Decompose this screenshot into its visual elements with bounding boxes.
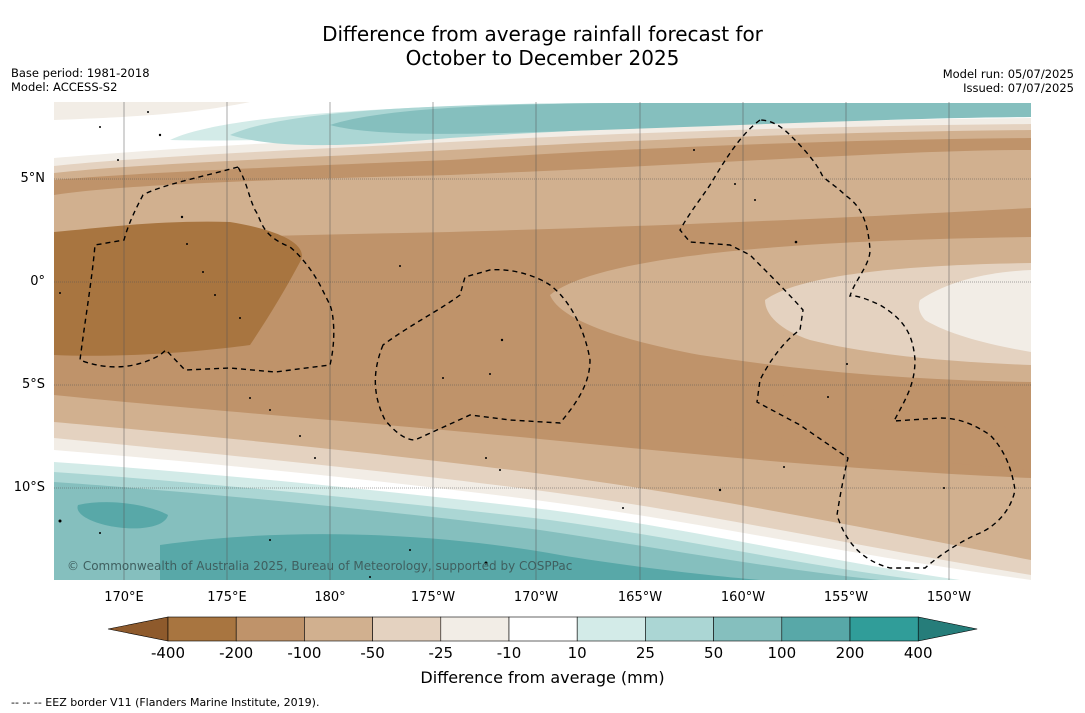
colorbar-tick-9: 100 [767,644,797,662]
band-south-moderate-east [700,380,1031,470]
colorbar-extend-low [107,616,169,642]
colorbar-swatch-9 [781,616,851,642]
lat-label-5s: 5°S [21,377,45,392]
colorbar-tick-2: -100 [287,644,322,662]
colorbar-tick-8: 50 [704,644,724,662]
islands [58,111,945,578]
colorbar-tick-6: 10 [567,644,587,662]
colorbar-swatch-0 [167,616,237,642]
lon-label-150w: 150°W [926,590,972,605]
colorbar-swatch-2 [304,616,373,642]
title-line-2: October to December 2025 [405,46,680,70]
issued-date: Issued: 07/07/2025 [963,81,1074,95]
lon-label-165w: 165°W [617,590,663,605]
colorbar-swatch-6 [576,616,646,642]
graticule [54,102,1031,580]
colorbar-swatch-5 [508,616,578,642]
colorbar-tick-4: -25 [428,644,454,662]
band-south-green-4 [160,534,760,580]
tongue-east-cream [918,270,1031,352]
lon-label-160w: 160°W [720,590,766,605]
map-plot-area [54,102,1031,580]
lat-label-10s: 10°S [13,480,45,495]
colorbar-swatch-3 [372,616,442,642]
lon-label-175e: 175°E [207,590,247,605]
meta-right: Model run: 05/07/2025 Issued: 07/07/2025 [943,67,1074,95]
colorbar-label: Difference from average (mm) [420,668,665,687]
lat-label-5n: 5°N [20,171,46,186]
lon-label-170w: 170°W [513,590,559,605]
colorbar [107,616,978,642]
lat-label-0: 0° [30,274,45,289]
colorbar-tick-11: 400 [903,644,933,662]
map-title: Difference from average rainfall forecas… [0,22,1085,70]
lon-label-170e: 170°E [104,590,144,605]
core-dry-west [54,221,302,356]
colorbar-swatch-10 [849,616,919,642]
lon-label-180: 180° [314,590,346,605]
colorbar-swatch-1 [235,616,305,642]
title-line-1: Difference from average rainfall forecas… [322,22,763,46]
band-north-green-3 [330,103,1031,134]
colorbar-tick-7: 25 [635,644,655,662]
model-run: Model run: 05/07/2025 [942,67,1074,81]
copyright-notice: © Commonwealth of Australia 2025, Bureau… [67,559,573,573]
lon-label-155w: 155°W [823,590,869,605]
eez-footnote: -- -- -- EEZ border V11 (Flanders Marine… [11,696,320,709]
colorbar-tick-5: -10 [496,644,522,662]
base-period: Base period: 1981-2018 [11,66,150,80]
top-left-cream [54,102,250,120]
colorbar-tick-3: -50 [360,644,385,662]
model-name: Model: ACCESS-S2 [11,80,118,94]
eez-borders [79,119,1016,569]
colorbar-swatch-4 [440,616,510,642]
colorbar-swatch-7 [645,616,714,642]
colorbar-tick-0: -400 [150,644,186,662]
colorbar-tick-1: -200 [219,644,254,662]
patch-south-west [77,502,168,529]
colorbar-extend-high [917,616,978,642]
lon-label-175w: 175°W [410,590,456,605]
colorbar-tick-10: 200 [835,644,865,662]
eez-north-east [679,119,1016,569]
colorbar-swatch-8 [713,616,783,642]
meta-left: Base period: 1981-2018 Model: ACCESS-S2 [11,66,150,94]
eez-central [374,268,591,441]
